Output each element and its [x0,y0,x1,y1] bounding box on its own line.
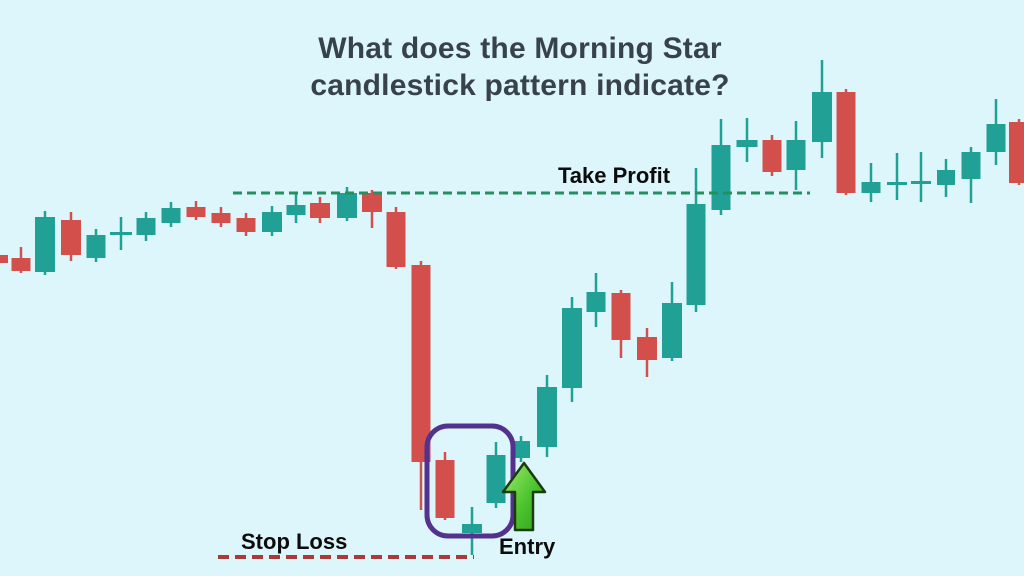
candle-body [211,213,231,223]
candle-body [236,218,256,232]
candle [911,152,931,202]
candle-body [411,265,431,462]
candle [512,436,530,462]
candle-body [0,255,8,263]
candle-body [812,92,832,142]
candle [1009,119,1024,185]
candle-body [462,524,482,533]
candle [161,202,181,227]
candle-body [286,205,306,215]
candle-body [562,308,582,388]
candle-body [637,337,657,360]
candle-body [386,212,406,267]
candle [35,211,55,275]
candle [236,213,256,236]
candle [836,89,856,195]
candle [86,229,106,262]
entry-arrow-icon [501,461,547,532]
candle [537,375,557,457]
candle-body [961,152,981,179]
candle [586,273,606,327]
candle-body [986,124,1006,152]
candle-body [337,193,357,218]
candle [0,255,8,263]
candle [462,507,482,555]
candle-body [861,182,881,193]
candle [812,60,832,158]
entry-label: Entry [499,534,556,559]
stop-loss-label: Stop Loss [241,529,348,554]
candle-body [611,293,631,340]
candle-body [11,258,31,271]
candle-body [486,455,506,503]
candle [637,328,657,377]
candle [435,452,455,520]
take-profit-label: Take Profit [558,163,671,188]
candle [686,168,706,312]
candle [286,194,306,223]
candle [186,201,206,220]
candle-body [61,220,81,255]
candle [611,290,631,358]
candle-body [262,212,282,232]
candle-body [1009,122,1024,183]
candle-body [586,292,606,312]
candle-body [435,460,455,518]
candle-body [887,182,907,185]
title-line-2: candlestick pattern indicate? [310,69,730,102]
page-title: What does the Morning Star candlestick p… [250,30,790,104]
candle-body [186,207,206,217]
candle [411,261,431,510]
candle-body [686,204,706,305]
candle [662,282,682,361]
candle-body [537,387,557,447]
candle [562,297,582,402]
candle [887,153,907,200]
candle [762,135,782,176]
annotations-layer [218,191,810,559]
candle [386,207,406,269]
candle [736,118,758,162]
candle-body [711,145,731,210]
candle [486,442,506,508]
candle-body [136,218,156,235]
candle-body [35,217,55,272]
candle [711,119,731,215]
candle [211,207,231,227]
candle [11,247,31,273]
candle-body [161,208,181,223]
candle-body [762,140,782,172]
candle [937,159,955,197]
candle [861,163,881,202]
candle-body [937,170,955,185]
candle [310,197,330,223]
candle [786,121,806,190]
candle-body [512,441,530,458]
candle [961,147,981,203]
candle [986,99,1006,165]
candle-body [736,140,758,147]
title-line-1: What does the Morning Star [318,32,722,65]
candle-body [911,181,931,184]
candle [262,206,282,236]
candle [362,190,382,228]
candle-body [362,193,382,212]
candle-body [786,140,806,170]
candle-body [836,92,856,193]
candle [110,217,132,250]
candle-body [86,235,106,258]
candle [61,212,81,261]
candles-layer [0,60,1024,555]
candle-body [110,232,132,235]
candle-body [310,203,330,218]
candle [136,212,156,241]
candle-body [662,303,682,358]
